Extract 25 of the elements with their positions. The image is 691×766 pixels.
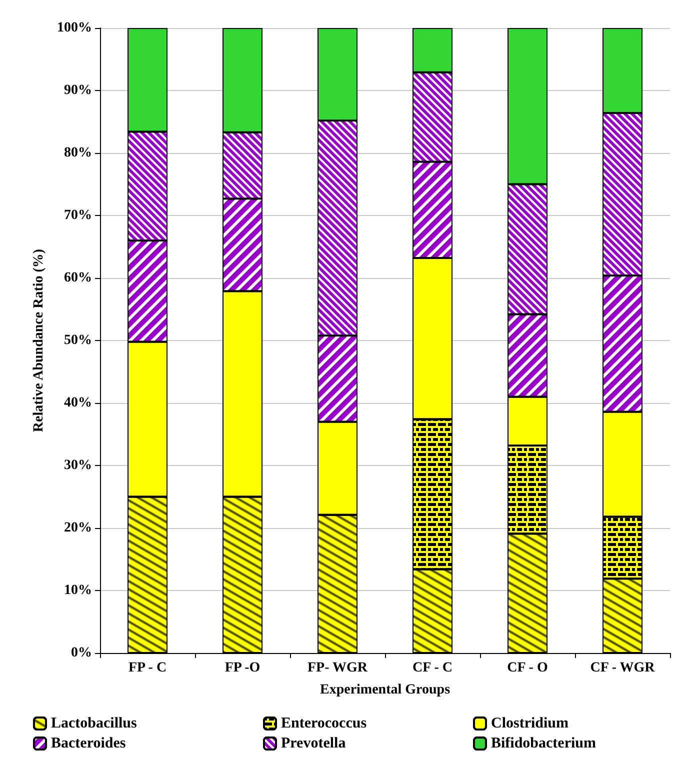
- y-tick-label: 40%: [64, 396, 92, 410]
- x-tick-label: CF - C: [412, 660, 452, 676]
- x-tick-label: FP - C: [128, 660, 167, 676]
- x-tick-label: CF - WGR: [590, 660, 656, 676]
- legend-label: Lactobacillus: [51, 716, 137, 732]
- y-axis-title: Relative Abundance Ratio (%): [32, 248, 47, 432]
- x-tick-label: CF - O: [507, 660, 548, 676]
- x-tick-label: FP- WGR: [307, 660, 368, 676]
- y-tick-label: 50%: [64, 333, 92, 348]
- y-tick-label: 20%: [64, 520, 92, 536]
- x-axis-title: Experimental Groups: [320, 682, 451, 698]
- y-tick-label: 100%: [57, 20, 92, 36]
- y-tick-label: 10%: [64, 583, 92, 598]
- x-tick-label: FP -O: [224, 660, 260, 676]
- y-tick-label: 0%: [71, 646, 92, 660]
- legend-label: Enterococcus: [281, 716, 367, 732]
- legend-label: Prevotella: [281, 736, 346, 752]
- y-tick-label: 80%: [64, 146, 92, 160]
- legend-label: Clostridium: [491, 716, 570, 732]
- y-tick-label: 70%: [64, 208, 92, 223]
- y-tick-label: 90%: [64, 83, 92, 98]
- legend-label: Bacteroides: [51, 736, 126, 752]
- y-tick-label: 60%: [64, 270, 92, 286]
- legend-label: Bifidobacterium: [491, 736, 596, 752]
- y-tick-label: 30%: [64, 458, 92, 473]
